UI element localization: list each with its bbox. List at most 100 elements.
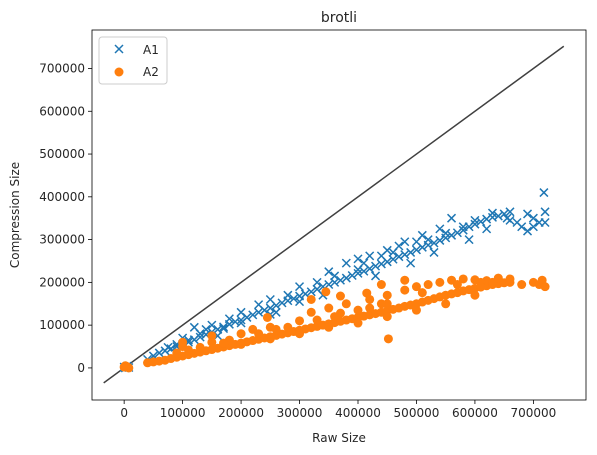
point-a2	[411, 282, 421, 292]
point-a1	[458, 225, 468, 235]
point-a2	[207, 331, 217, 341]
point-a1	[502, 213, 512, 223]
point-a1	[207, 320, 217, 330]
point-a1	[359, 266, 369, 276]
point-a1	[417, 230, 427, 240]
point-a1	[394, 252, 404, 262]
point-a1	[236, 315, 246, 325]
x-axis-ticks: 0 100000 200000 300000 400000 500000 600000 700…	[120, 400, 556, 420]
point-a1	[523, 226, 533, 236]
x-tick-label: 400000	[335, 406, 381, 420]
point-a1	[254, 307, 264, 317]
point-a1	[505, 207, 515, 217]
point-a2	[441, 299, 451, 309]
y-tick-label: 0	[77, 361, 85, 375]
point-a1	[447, 230, 457, 240]
point-a2	[435, 277, 445, 287]
point-a2	[265, 334, 275, 344]
x-axis-label: Raw Size	[312, 431, 366, 445]
point-a1	[411, 245, 421, 255]
point-a1	[388, 254, 398, 264]
point-a1	[365, 251, 375, 261]
point-a1	[458, 222, 468, 232]
point-a1	[353, 268, 363, 278]
point-a1	[470, 219, 480, 229]
point-a2	[365, 303, 375, 313]
point-a2	[341, 299, 351, 309]
point-a1	[312, 277, 322, 287]
point-a1	[283, 290, 293, 300]
point-a2	[417, 288, 427, 298]
point-a1	[341, 273, 351, 283]
point-a2	[295, 316, 305, 326]
point-a1	[163, 342, 173, 352]
reference-line	[103, 45, 565, 384]
point-a1	[295, 297, 305, 307]
point-a2	[335, 291, 345, 301]
point-a1	[435, 224, 445, 234]
point-a2	[172, 348, 182, 358]
point-a1	[423, 235, 433, 245]
point-a1	[330, 271, 340, 281]
point-a1	[406, 247, 416, 257]
reference-line-layer	[103, 45, 565, 384]
legend: A1 A2	[98, 36, 168, 85]
point-a2	[452, 280, 462, 290]
y-tick-label: 500000	[39, 147, 85, 161]
point-a2	[487, 277, 497, 287]
point-a2	[353, 318, 363, 328]
point-a2	[458, 274, 468, 284]
point-a2	[324, 303, 334, 313]
point-a2	[470, 290, 480, 300]
y-axis-label: Compression Size	[8, 162, 22, 268]
y-tick-label: 400000	[39, 190, 85, 204]
y-tick-label: 100000	[39, 318, 85, 332]
point-a1	[493, 211, 503, 221]
point-a1	[289, 294, 299, 304]
point-a1	[523, 209, 533, 219]
point-a1	[388, 247, 398, 257]
point-a1	[429, 247, 439, 257]
point-a2	[248, 324, 258, 334]
point-a2	[540, 282, 550, 292]
point-a1	[400, 237, 410, 247]
points-layer	[119, 188, 550, 373]
point-a2	[262, 312, 272, 322]
point-a1	[341, 258, 351, 268]
point-a1	[376, 251, 386, 261]
x-tick-label: 600000	[452, 406, 498, 420]
point-a2	[505, 274, 515, 284]
legend-x-marker	[114, 44, 124, 54]
point-a1	[265, 294, 275, 305]
point-a1	[254, 300, 264, 310]
point-a1	[406, 258, 416, 268]
point-a1	[224, 314, 234, 324]
point-a2	[400, 275, 410, 285]
point-a1	[219, 324, 229, 334]
point-a1	[435, 235, 445, 245]
point-a1	[219, 322, 229, 332]
point-a2	[295, 329, 305, 339]
point-a2	[207, 337, 217, 347]
point-a1	[540, 207, 550, 217]
point-a1	[371, 271, 381, 281]
point-a2	[383, 334, 393, 344]
point-a2	[236, 339, 246, 349]
x-tick-label: 500000	[394, 406, 440, 420]
legend-circle-marker	[114, 67, 124, 77]
point-a2	[476, 282, 486, 292]
point-a2	[306, 307, 316, 317]
point-a1	[330, 277, 340, 287]
plot-frame	[91, 29, 587, 401]
y-tick-label: 200000	[39, 275, 85, 289]
legend-label-a2: A2	[143, 65, 159, 79]
point-a1	[376, 259, 386, 269]
point-a2	[382, 290, 392, 300]
point-a1	[539, 188, 549, 198]
point-a2	[312, 315, 322, 325]
x-tick-label: 200000	[218, 406, 264, 420]
point-a2	[423, 280, 433, 290]
legend-marker-a1	[114, 44, 124, 54]
y-tick-label: 300000	[39, 233, 85, 247]
